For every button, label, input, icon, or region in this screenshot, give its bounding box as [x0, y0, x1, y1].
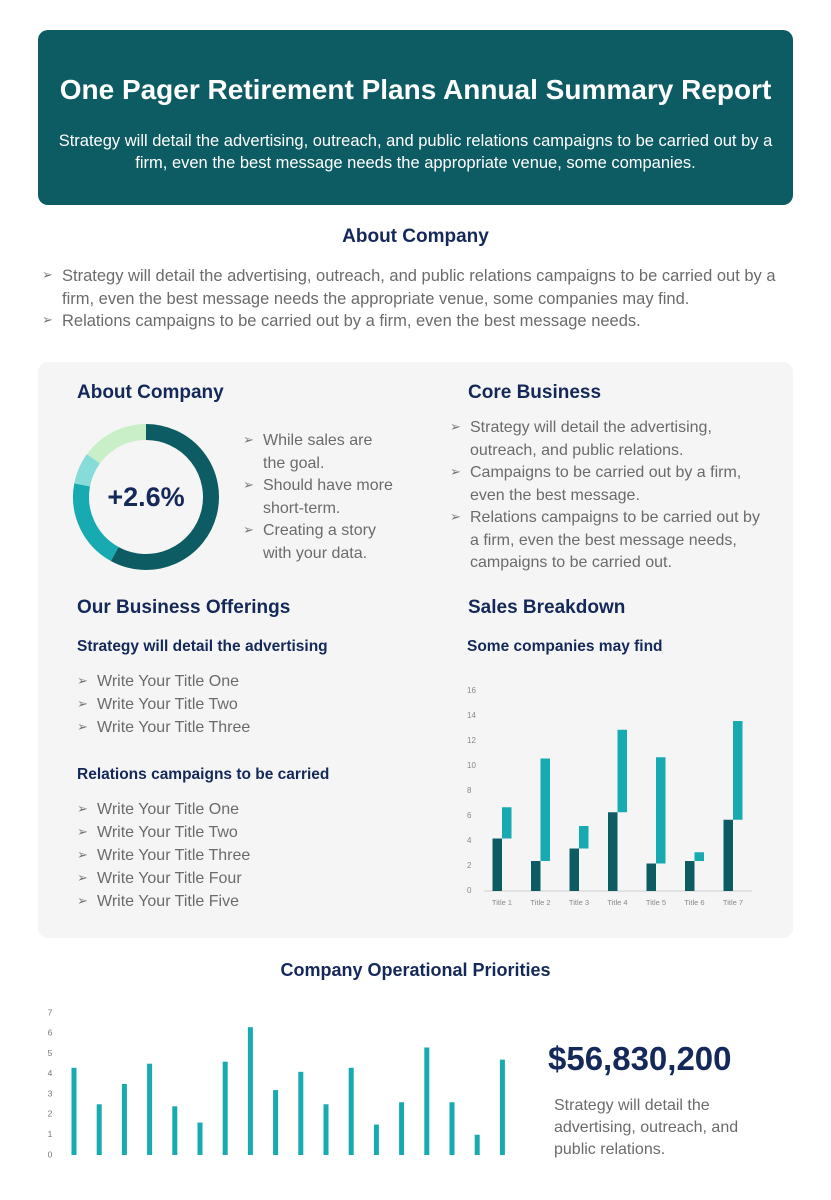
bar [399, 1102, 405, 1155]
y-tick-label: 0 [467, 886, 472, 895]
bar [172, 1106, 178, 1155]
x-tick-label: Title 7 [723, 898, 743, 907]
bar [197, 1122, 203, 1155]
bullet: Campaigns to be carried out by a firm, e… [450, 462, 770, 507]
x-tick-label: Title 5 [646, 898, 666, 907]
bar [474, 1134, 480, 1155]
y-tick-label: 6 [467, 811, 472, 820]
bar [656, 757, 666, 864]
bar [492, 838, 502, 891]
bar [348, 1067, 354, 1155]
subheading: Relations campaigns to be carried [77, 766, 330, 783]
title: One Pager Retirement Plans Annual Summar… [59, 74, 772, 105]
x-tick-label: Title 3 [569, 898, 589, 907]
chart-title: Sales Breakdown [468, 597, 626, 618]
bar [617, 729, 627, 813]
donut-segment [74, 454, 101, 487]
bar [502, 807, 512, 839]
bar [71, 1067, 77, 1155]
x-tick-label: Title 6 [684, 898, 704, 907]
bar [723, 819, 733, 891]
chart-subtitle: Some companies may find [467, 638, 663, 655]
bar [685, 861, 695, 891]
summary-text: Strategy will detail the advertising, ou… [554, 1097, 739, 1158]
donut-segment [73, 483, 119, 561]
y-tick-label: 2 [48, 1109, 53, 1119]
item: Write Your Title Four [77, 867, 377, 890]
chart-title: Company Operational Priorities [280, 960, 551, 980]
y-tick-label: 10 [467, 761, 476, 770]
y-tick-label: 0 [48, 1149, 53, 1159]
y-tick-label: 1 [48, 1129, 53, 1139]
donut-segment [86, 424, 147, 464]
y-tick-label: 7 [48, 1007, 53, 1017]
y-tick-label: 5 [48, 1048, 53, 1058]
x-tick-label: Title 2 [530, 898, 550, 907]
bar [646, 863, 656, 891]
item: Write Your Title Three [77, 716, 377, 739]
donut-label: +2.6% [107, 482, 185, 512]
header-box [38, 30, 793, 205]
item: Write Your Title Three [77, 844, 377, 867]
bar [96, 1104, 102, 1155]
bullet: Relations campaigns to be carried out by… [42, 310, 777, 333]
item: Write Your Title Five [77, 890, 377, 913]
bullet-list: Strategy will detail the advertising, ou… [450, 417, 770, 575]
bar [147, 1063, 153, 1155]
subtitle: Strategy will detail the advertising, ou… [58, 132, 773, 172]
amount: $56,830,200 [548, 1040, 732, 1077]
bar [323, 1104, 329, 1155]
bar [579, 826, 589, 849]
item: Write Your Title Two [77, 693, 377, 716]
bar [247, 1027, 253, 1155]
bar [569, 848, 579, 891]
y-tick-label: 12 [467, 736, 476, 745]
bar [273, 1090, 279, 1155]
section-title: About Company [342, 226, 489, 247]
item: Write Your Title Two [77, 821, 377, 844]
item: Write Your Title One [77, 798, 377, 821]
y-tick-label: 14 [467, 711, 476, 720]
bullet: Creating a story with your data. [243, 520, 393, 565]
item-list: Write Your Title One Write Your Title Tw… [77, 670, 377, 739]
bar [694, 852, 704, 861]
y-tick-label: 2 [467, 861, 472, 870]
y-tick-label: 8 [467, 786, 472, 795]
section-title: Our Business Offerings [77, 597, 291, 618]
bar [373, 1124, 379, 1155]
y-tick-label: 16 [467, 686, 476, 695]
bar [222, 1061, 228, 1155]
bar [298, 1071, 304, 1155]
section-title: Core Business [468, 382, 602, 403]
bullet: Relations campaigns to be carried out by… [450, 507, 770, 575]
subheading: Strategy will detail the advertising [77, 638, 328, 655]
bullet: Strategy will detail the advertising, ou… [450, 417, 770, 462]
bar [733, 721, 743, 820]
item: Write Your Title One [77, 670, 377, 693]
bullet: Strategy will detail the advertising, ou… [42, 265, 777, 310]
bar [540, 758, 550, 861]
bar [121, 1084, 127, 1155]
donut-segment [110, 424, 219, 570]
y-tick-label: 3 [48, 1088, 53, 1098]
item-list: Write Your Title One Write Your Title Tw… [77, 798, 377, 913]
bullet: While sales are the goal. [243, 430, 393, 475]
bar [424, 1047, 430, 1155]
bar [499, 1059, 505, 1155]
bullet-list: Strategy will detail the advertising, ou… [42, 265, 777, 333]
y-tick-label: 4 [467, 836, 472, 845]
y-tick-label: 4 [48, 1068, 53, 1078]
y-tick-label: 6 [48, 1028, 53, 1038]
bullet: Should have more short-term. [243, 475, 393, 520]
x-tick-label: Title 4 [607, 898, 627, 907]
section-title: About Company [77, 382, 224, 403]
x-tick-label: Title 1 [492, 898, 512, 907]
bar [449, 1102, 455, 1155]
bar [531, 861, 541, 891]
bullet-list: While sales are the goal. Should have mo… [243, 430, 393, 565]
bar [608, 812, 618, 891]
